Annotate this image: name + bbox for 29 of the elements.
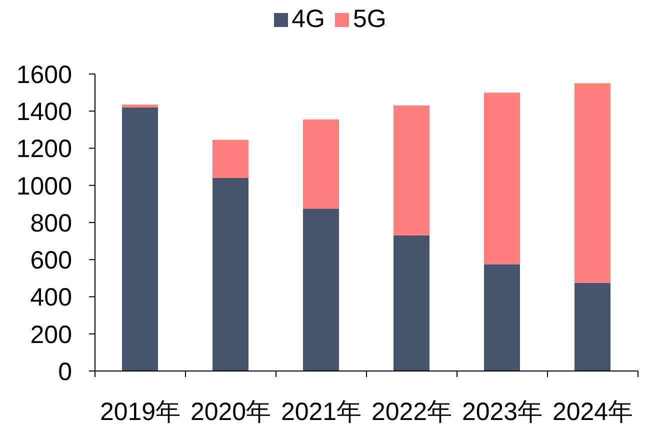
y-tick-label: 600 — [30, 246, 72, 274]
y-tick-label: 1000 — [16, 172, 72, 200]
bar — [484, 264, 520, 371]
bar — [394, 235, 430, 371]
bar — [303, 119, 339, 209]
y-tick-label: 1600 — [16, 60, 72, 89]
bar — [122, 104, 158, 108]
bar — [303, 208, 339, 371]
x-tick-label: 2021年 — [280, 398, 362, 426]
y-tick-label: 800 — [30, 209, 72, 238]
y-tick-label: 1200 — [16, 135, 72, 164]
x-tick-label: 2022年 — [371, 398, 452, 426]
bar — [212, 178, 248, 371]
y-tick-label: 200 — [30, 320, 72, 349]
y-tick-label: 0 — [58, 358, 72, 386]
bar — [484, 92, 520, 264]
bar — [574, 282, 610, 371]
x-tick-label: 2019年 — [100, 398, 181, 426]
x-tick-label: 2020年 — [190, 398, 272, 426]
legend-label: 5G — [353, 5, 386, 33]
y-tick-label: 400 — [30, 284, 72, 312]
bar — [574, 83, 610, 283]
bar — [212, 140, 248, 178]
y-tick-label: 1400 — [16, 98, 72, 126]
x-tick-label: 2023年 — [462, 398, 543, 426]
bar — [122, 107, 158, 371]
bar — [394, 106, 430, 236]
legend-label: 4G — [292, 5, 325, 33]
x-tick-label: 2024年 — [552, 398, 634, 426]
